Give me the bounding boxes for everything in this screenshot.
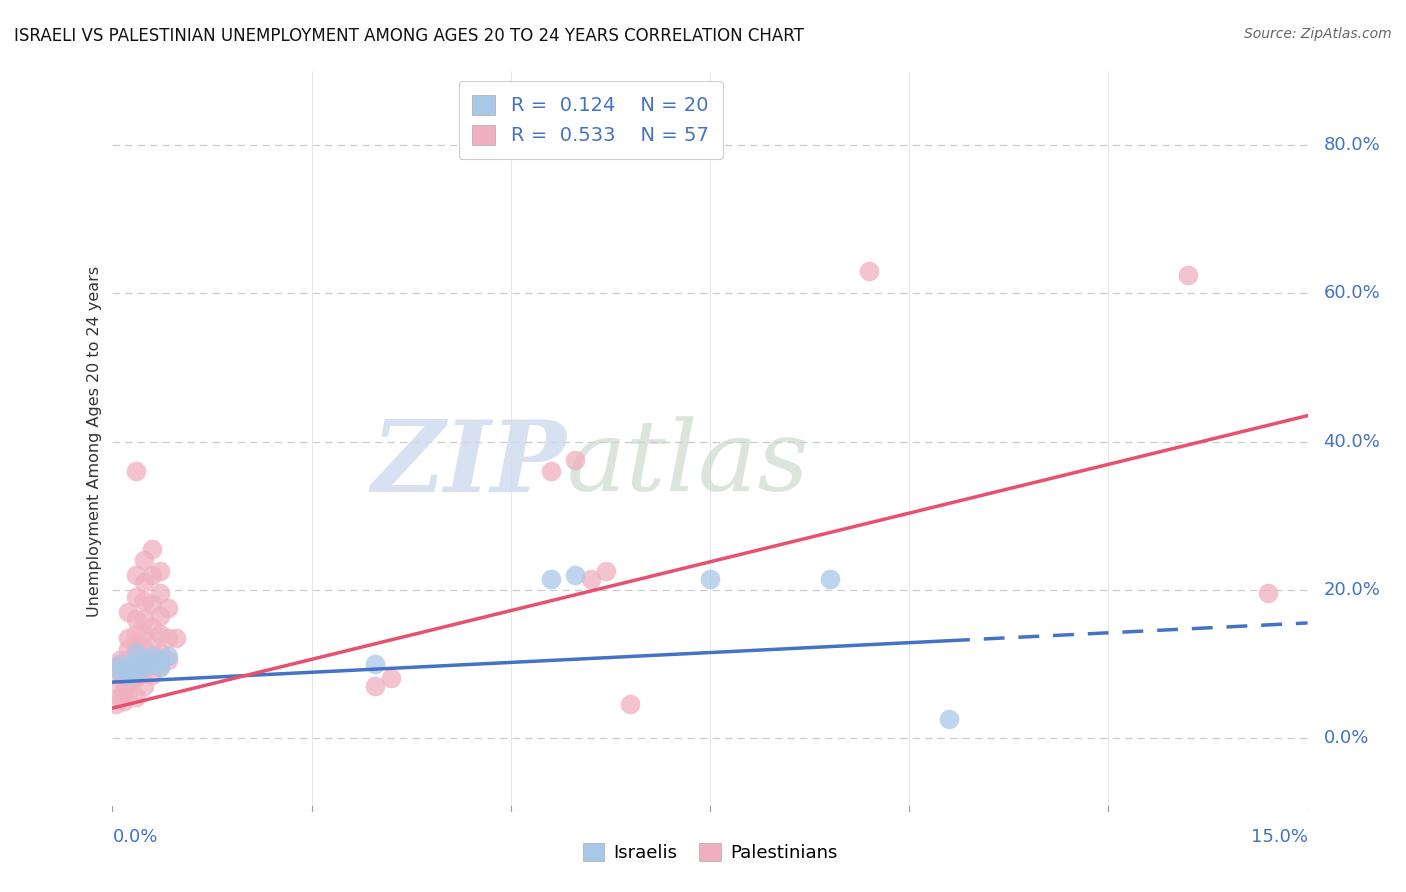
- Text: ZIP: ZIP: [371, 416, 567, 512]
- Point: [125, 627, 148, 641]
- Point: [157, 653, 180, 667]
- Text: atlas: atlas: [567, 416, 810, 511]
- Point: [134, 553, 156, 567]
- Point: [364, 657, 387, 671]
- Point: [117, 605, 139, 619]
- Point: [858, 264, 880, 278]
- Point: [117, 675, 139, 690]
- Point: [117, 664, 139, 678]
- Point: [134, 660, 156, 674]
- Point: [540, 464, 562, 478]
- Point: [134, 593, 156, 607]
- Point: [114, 682, 135, 697]
- Point: [125, 567, 148, 582]
- Point: [818, 572, 841, 586]
- Point: [141, 541, 163, 556]
- Text: 80.0%: 80.0%: [1323, 136, 1381, 154]
- Point: [117, 660, 139, 674]
- Point: [134, 612, 156, 626]
- Point: [579, 572, 602, 586]
- Point: [540, 572, 562, 586]
- Point: [364, 679, 387, 693]
- Point: [125, 657, 148, 671]
- Text: 20.0%: 20.0%: [1323, 581, 1381, 599]
- Point: [134, 664, 156, 678]
- Point: [117, 641, 139, 656]
- Point: [149, 646, 172, 660]
- Point: [157, 631, 180, 645]
- Point: [134, 653, 156, 667]
- Point: [134, 653, 156, 667]
- Point: [117, 631, 139, 645]
- Point: [134, 641, 156, 656]
- Point: [110, 667, 132, 681]
- Point: [157, 601, 180, 615]
- Point: [149, 653, 172, 667]
- Point: [134, 627, 156, 641]
- Point: [619, 698, 641, 712]
- Point: [117, 686, 139, 700]
- Point: [125, 664, 148, 678]
- Point: [125, 649, 148, 664]
- Point: [110, 664, 132, 678]
- Point: [149, 660, 172, 674]
- Point: [125, 646, 148, 660]
- Text: 0.0%: 0.0%: [112, 828, 157, 846]
- Point: [380, 672, 402, 686]
- Point: [595, 564, 617, 578]
- Point: [141, 657, 163, 671]
- Point: [149, 660, 172, 674]
- Point: [699, 572, 721, 586]
- Text: Unemployment Among Ages 20 to 24 years: Unemployment Among Ages 20 to 24 years: [87, 266, 103, 617]
- Point: [125, 590, 148, 604]
- Point: [149, 564, 172, 578]
- Point: [125, 612, 148, 626]
- Point: [564, 453, 586, 467]
- Point: [117, 667, 139, 681]
- Point: [149, 627, 172, 641]
- Point: [125, 672, 148, 686]
- Point: [125, 464, 148, 478]
- Point: [114, 694, 135, 708]
- Point: [141, 619, 163, 633]
- Point: [125, 638, 148, 652]
- Point: [157, 649, 180, 664]
- Legend: Israelis, Palestinians: Israelis, Palestinians: [575, 836, 845, 870]
- Point: [105, 698, 128, 712]
- Point: [134, 679, 156, 693]
- Text: 0.0%: 0.0%: [1323, 729, 1369, 747]
- Point: [141, 649, 163, 664]
- Point: [125, 690, 148, 704]
- Point: [125, 660, 148, 674]
- Point: [141, 638, 163, 652]
- Point: [141, 653, 163, 667]
- Point: [141, 567, 163, 582]
- Point: [110, 657, 132, 671]
- Point: [165, 631, 187, 645]
- Text: Source: ZipAtlas.com: Source: ZipAtlas.com: [1244, 27, 1392, 41]
- Point: [141, 667, 163, 681]
- Point: [110, 653, 132, 667]
- Point: [110, 679, 132, 693]
- Point: [141, 598, 163, 612]
- Point: [1257, 586, 1279, 600]
- Text: 40.0%: 40.0%: [1323, 433, 1381, 450]
- Point: [117, 653, 139, 667]
- Text: ISRAELI VS PALESTINIAN UNEMPLOYMENT AMONG AGES 20 TO 24 YEARS CORRELATION CHART: ISRAELI VS PALESTINIAN UNEMPLOYMENT AMON…: [14, 27, 804, 45]
- Point: [110, 690, 132, 704]
- Point: [938, 712, 960, 726]
- Text: 15.0%: 15.0%: [1250, 828, 1308, 846]
- Text: 60.0%: 60.0%: [1323, 285, 1381, 302]
- Point: [149, 586, 172, 600]
- Point: [1177, 268, 1199, 282]
- Point: [564, 567, 586, 582]
- Point: [149, 608, 172, 623]
- Point: [134, 575, 156, 590]
- Point: [110, 660, 132, 674]
- Point: [121, 672, 143, 686]
